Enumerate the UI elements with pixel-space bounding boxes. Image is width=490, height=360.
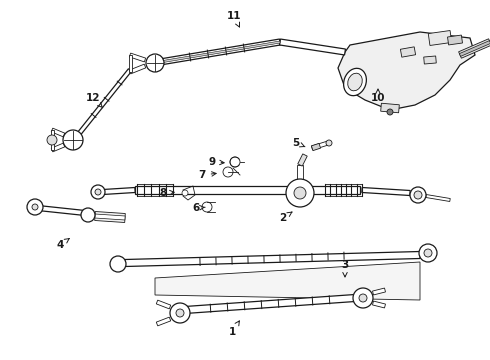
Polygon shape bbox=[279, 39, 345, 55]
Polygon shape bbox=[362, 188, 410, 195]
Polygon shape bbox=[460, 41, 490, 57]
Polygon shape bbox=[50, 130, 53, 150]
Circle shape bbox=[294, 187, 306, 199]
Text: 10: 10 bbox=[371, 89, 385, 103]
Circle shape bbox=[202, 202, 212, 212]
Polygon shape bbox=[76, 69, 131, 136]
Polygon shape bbox=[160, 39, 280, 65]
Polygon shape bbox=[372, 288, 386, 295]
Polygon shape bbox=[372, 301, 386, 308]
Polygon shape bbox=[400, 47, 416, 57]
Polygon shape bbox=[338, 32, 475, 110]
Polygon shape bbox=[426, 194, 450, 202]
Circle shape bbox=[424, 249, 432, 257]
Polygon shape bbox=[185, 294, 355, 314]
Polygon shape bbox=[38, 206, 85, 216]
Circle shape bbox=[387, 109, 393, 115]
Polygon shape bbox=[160, 41, 280, 63]
Text: 7: 7 bbox=[198, 170, 216, 180]
Text: 12: 12 bbox=[86, 93, 103, 108]
Polygon shape bbox=[459, 39, 490, 58]
Circle shape bbox=[176, 309, 184, 317]
Polygon shape bbox=[103, 188, 135, 194]
Text: 2: 2 bbox=[279, 212, 292, 223]
Polygon shape bbox=[135, 186, 360, 194]
Circle shape bbox=[326, 140, 332, 146]
Ellipse shape bbox=[343, 68, 367, 96]
Polygon shape bbox=[129, 53, 146, 62]
Circle shape bbox=[81, 208, 95, 222]
Polygon shape bbox=[312, 143, 320, 150]
Polygon shape bbox=[128, 55, 131, 72]
Text: 8: 8 bbox=[159, 188, 174, 198]
Circle shape bbox=[359, 294, 367, 302]
Circle shape bbox=[27, 199, 43, 215]
Polygon shape bbox=[298, 154, 307, 166]
Circle shape bbox=[286, 179, 314, 207]
Circle shape bbox=[63, 130, 83, 150]
Circle shape bbox=[170, 303, 190, 323]
Text: 11: 11 bbox=[227, 11, 241, 27]
Polygon shape bbox=[297, 165, 303, 179]
Circle shape bbox=[223, 167, 233, 177]
Circle shape bbox=[182, 190, 188, 196]
Circle shape bbox=[110, 256, 126, 272]
Polygon shape bbox=[428, 31, 452, 45]
Polygon shape bbox=[156, 300, 171, 309]
Circle shape bbox=[414, 191, 422, 199]
Polygon shape bbox=[447, 35, 463, 45]
Circle shape bbox=[91, 185, 105, 199]
Circle shape bbox=[410, 187, 426, 203]
Polygon shape bbox=[381, 103, 399, 113]
Polygon shape bbox=[51, 143, 65, 152]
Polygon shape bbox=[129, 64, 146, 74]
Circle shape bbox=[95, 189, 101, 195]
Circle shape bbox=[353, 288, 373, 308]
Text: 5: 5 bbox=[293, 138, 305, 148]
Text: 4: 4 bbox=[56, 239, 69, 250]
Polygon shape bbox=[125, 252, 420, 266]
Polygon shape bbox=[424, 56, 436, 64]
Circle shape bbox=[47, 135, 57, 145]
Text: 1: 1 bbox=[228, 321, 240, 337]
Circle shape bbox=[32, 204, 38, 210]
Polygon shape bbox=[95, 212, 125, 222]
Circle shape bbox=[230, 157, 240, 167]
Polygon shape bbox=[156, 317, 171, 326]
Circle shape bbox=[419, 244, 437, 262]
Text: 3: 3 bbox=[342, 260, 348, 277]
Text: 9: 9 bbox=[208, 157, 224, 167]
Polygon shape bbox=[312, 141, 329, 150]
Ellipse shape bbox=[348, 73, 362, 91]
Text: 6: 6 bbox=[193, 203, 205, 213]
Polygon shape bbox=[51, 128, 65, 137]
Polygon shape bbox=[95, 214, 125, 220]
Polygon shape bbox=[155, 262, 420, 300]
Circle shape bbox=[146, 54, 164, 72]
